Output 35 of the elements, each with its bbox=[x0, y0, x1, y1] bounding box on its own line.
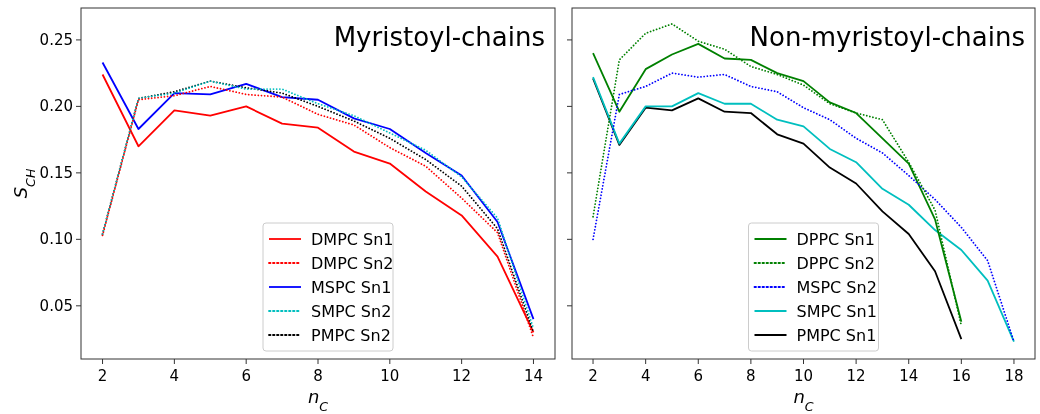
y-tick-label: 0.20 bbox=[39, 97, 73, 116]
legend-label: DMPC Sn2 bbox=[311, 254, 394, 273]
x-tick-label: 12 bbox=[846, 367, 866, 385]
x-tick-label: 16 bbox=[951, 367, 971, 385]
legend-label: SMPC Sn1 bbox=[796, 302, 877, 321]
x-tick-label: 14 bbox=[523, 367, 543, 385]
legend-label: PMPC Sn1 bbox=[796, 326, 877, 345]
x-tick-label: 14 bbox=[899, 367, 919, 385]
text: Non-myristoyl-chains bbox=[749, 22, 1025, 52]
x-tick-label: 6 bbox=[693, 367, 704, 385]
legend-label: PMPC Sn2 bbox=[311, 326, 391, 345]
y-tick-label: 0.10 bbox=[39, 230, 73, 249]
x-tick-label: 4 bbox=[640, 367, 651, 385]
x-tick-label: 6 bbox=[241, 367, 251, 385]
legend-label: SMPC Sn2 bbox=[311, 302, 392, 321]
x-tick-label: 18 bbox=[1004, 367, 1024, 385]
y-tick-label: 0.05 bbox=[39, 296, 73, 315]
x-tick-label: 12 bbox=[452, 367, 472, 385]
legend-label: MSPC Sn1 bbox=[311, 278, 392, 297]
x-tick-label: 10 bbox=[793, 367, 814, 385]
legend-label: MSPC Sn2 bbox=[796, 278, 877, 297]
x-axis-title: n$_{C}$ bbox=[793, 386, 814, 414]
x-tick-label: 10 bbox=[380, 367, 400, 385]
legend-label: DPPC Sn2 bbox=[796, 254, 875, 273]
x-tick-label: 2 bbox=[588, 367, 598, 385]
x-axis-title: n$_{C}$ bbox=[307, 386, 329, 414]
legend-label: DPPC Sn1 bbox=[796, 230, 875, 249]
text: Myristoyl-chains bbox=[333, 22, 545, 52]
x-tick-label: 2 bbox=[97, 367, 108, 385]
y-tick-label: 0.25 bbox=[39, 30, 73, 49]
x-tick-label: 8 bbox=[313, 367, 323, 385]
legend-label: DMPC Sn1 bbox=[311, 230, 394, 249]
x-tick-label: 4 bbox=[169, 367, 180, 385]
x-tick-label: 8 bbox=[746, 367, 756, 385]
y-tick-label: 0.15 bbox=[39, 163, 73, 182]
